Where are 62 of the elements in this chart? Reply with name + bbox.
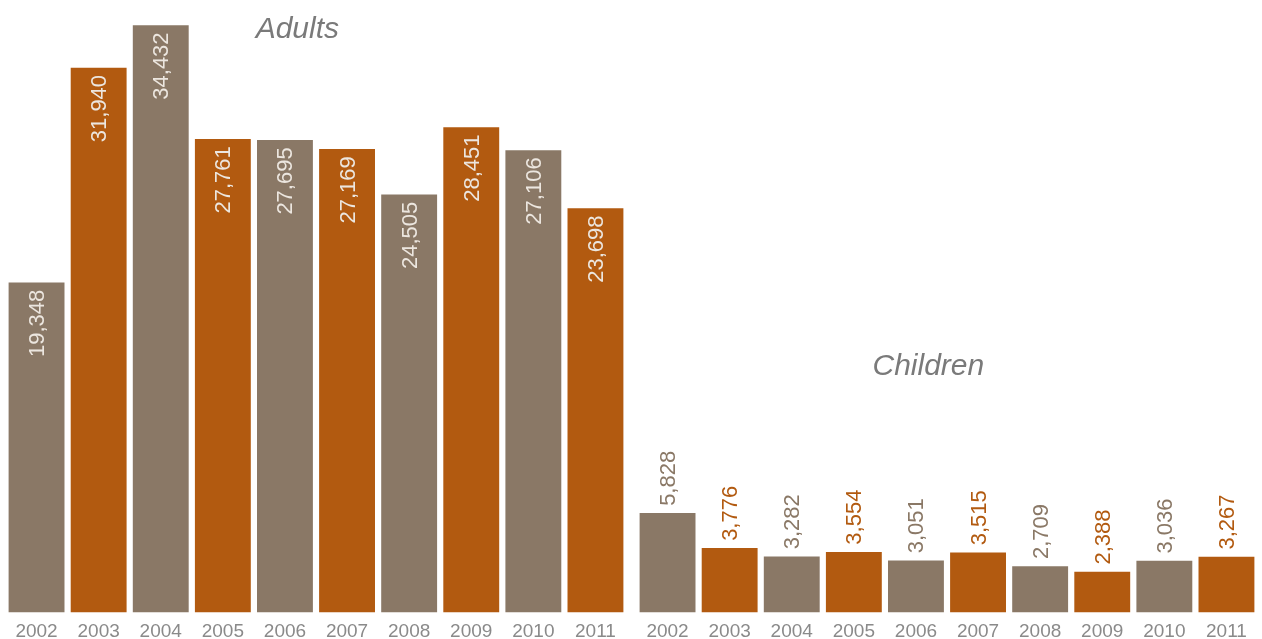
data-label: 3,036 [1151,498,1177,554]
data-label: 3,515 [965,490,991,546]
data-label: 27,761 [210,146,236,214]
chart-title: Adults [253,10,340,44]
data-label: 23,698 [582,215,608,283]
x-tick-label: 2005 [832,619,875,639]
bar [567,208,624,613]
x-tick-label: 2011 [575,619,616,639]
x-tick-label: 2010 [1143,619,1186,639]
bar [1136,560,1193,613]
x-tick-label: 2007 [956,619,1000,639]
data-label: 28,451 [458,134,484,202]
data-label: 3,776 [717,485,743,541]
chart-title: Children [872,347,985,381]
x-tick-label: 2003 [708,619,751,639]
data-label: 2,388 [1089,509,1115,565]
bar [639,513,696,613]
x-tick-label: 2006 [894,619,938,639]
data-label: 27,695 [272,147,298,215]
data-label: 24,505 [396,201,422,270]
data-label: 2,709 [1027,504,1053,560]
bar [763,556,820,613]
x-tick-label: 2009 [450,619,493,639]
bar [505,150,562,613]
bar [70,67,127,613]
x-tick-label: 2008 [388,619,431,639]
data-label: 3,267 [1213,494,1239,550]
x-tick-label: 2005 [201,619,244,639]
data-label: 27,106 [520,157,546,225]
data-label: 34,432 [148,32,174,100]
bar [701,548,758,613]
x-tick-label: 2006 [263,619,307,639]
data-label: 31,940 [86,74,112,143]
data-label: 3,051 [903,498,929,554]
x-tick-label: 2004 [770,619,814,639]
bar [1074,571,1131,613]
x-tick-label: 2002 [15,619,58,639]
data-label: 5,828 [655,450,681,506]
data-label: 3,554 [841,489,867,545]
data-label: 19,348 [24,289,50,357]
x-tick-label: 2011 [1206,619,1247,639]
bar [257,140,313,613]
bar [443,127,500,613]
x-tick-label: 2004 [139,619,183,639]
data-label: 27,169 [334,156,360,224]
bar [132,25,189,613]
bar [194,138,251,613]
x-tick-label: 2010 [512,619,555,639]
x-tick-label: 2002 [646,619,689,639]
bar [1198,556,1255,613]
bar [888,560,944,613]
bar [1012,566,1069,613]
bar [950,552,1006,613]
bar [381,194,438,613]
x-tick-label: 2009 [1081,619,1124,639]
x-tick-label: 2003 [77,619,120,639]
data-label: 3,282 [779,494,805,550]
bar [825,551,882,613]
bar [319,149,375,613]
bar [8,282,65,613]
x-tick-label: 2008 [1019,619,1062,639]
x-tick-label: 2007 [325,619,369,639]
